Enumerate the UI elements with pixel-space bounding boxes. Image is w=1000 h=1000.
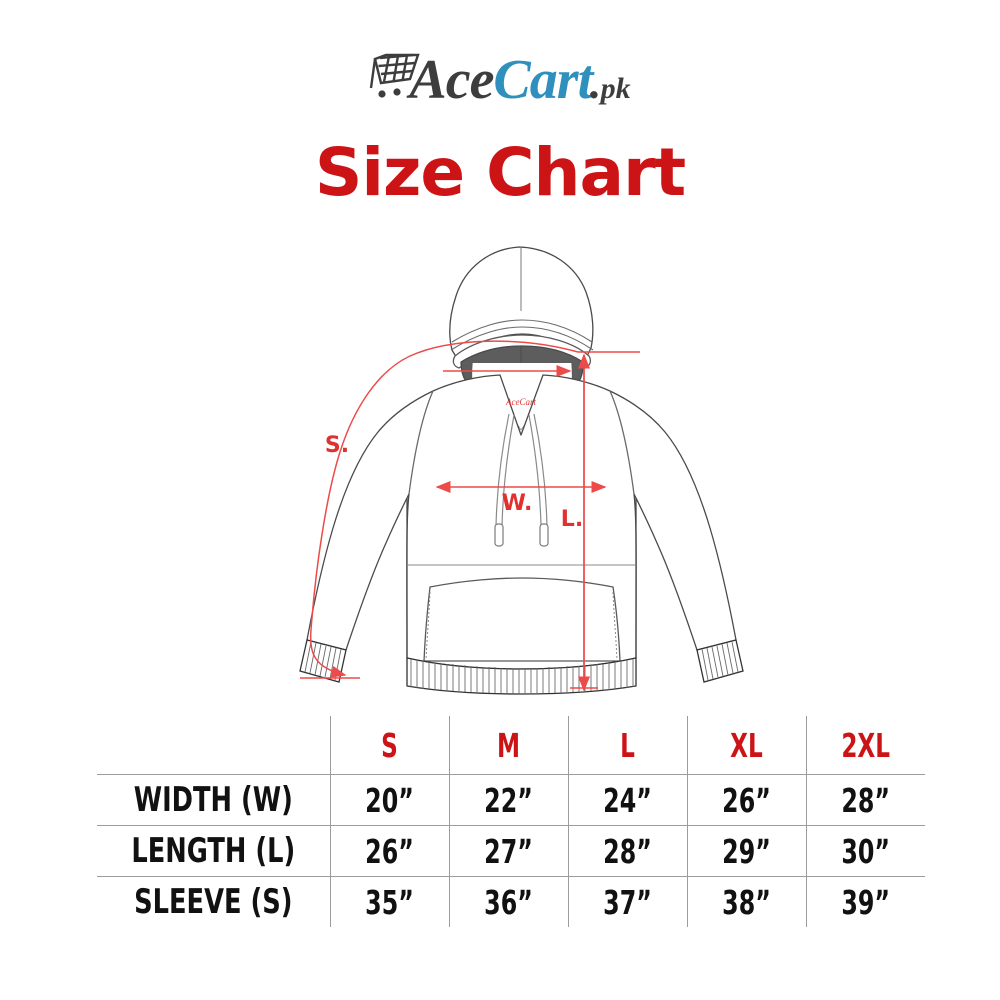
brand-tld: pk: [600, 72, 631, 105]
hoodie-illustration: AceCart S. W. L.: [0, 238, 1000, 708]
cell-width-s: 20”: [341, 774, 438, 826]
collar-script-logo: AceCart: [505, 397, 536, 407]
row-label-width: WIDTH (W): [115, 774, 312, 826]
cell-length-2xl: 30”: [817, 825, 914, 877]
cell-width-l: 24”: [579, 774, 676, 826]
table-header-m: M: [461, 716, 555, 775]
cell-width-xl: 26”: [698, 774, 795, 826]
table-corner-cell: [97, 716, 330, 775]
table-header-xl: XL: [699, 716, 793, 775]
row-label-sleeve: SLEEVE (S): [115, 876, 312, 927]
cell-sleeve-s: 35”: [341, 876, 438, 927]
brand-name-ace: Ace: [409, 49, 494, 111]
page-title: Size Chart: [314, 134, 686, 211]
size-table: S M L XL 2XL WIDTH (W) 20” 22” 24” 26” 2…: [97, 716, 925, 927]
cell-length-l: 28”: [579, 825, 676, 877]
label-width: W.: [502, 491, 533, 516]
table-row: LENGTH (L) 26” 27” 28” 29” 30”: [97, 825, 925, 877]
label-length: L.: [561, 507, 583, 532]
cell-sleeve-l: 37”: [579, 876, 676, 927]
cell-length-m: 27”: [460, 825, 557, 877]
table-header-l: L: [580, 716, 674, 775]
svg-text:AceCart: AceCart: [505, 397, 536, 407]
brand-name-cart: Cart: [493, 49, 593, 111]
shopping-cart-icon: [369, 52, 423, 102]
table-header-s: S: [342, 716, 436, 775]
table-row: WIDTH (W) 20” 22” 24” 26” 28”: [97, 774, 925, 826]
cell-sleeve-xl: 38”: [698, 876, 795, 927]
cell-length-s: 26”: [341, 825, 438, 877]
table-header-2xl: 2XL: [818, 716, 912, 775]
cell-sleeve-m: 36”: [460, 876, 557, 927]
table-row: SLEEVE (S) 35” 36” 37” 38” 39”: [97, 876, 925, 927]
brand-dot: .: [588, 57, 600, 108]
cell-width-2xl: 28”: [817, 774, 914, 826]
cell-sleeve-2xl: 39”: [817, 876, 914, 927]
cell-width-m: 22”: [460, 774, 557, 826]
cell-length-xl: 29”: [698, 825, 795, 877]
row-label-length: LENGTH (L): [115, 825, 312, 877]
label-sleeve: S.: [325, 433, 349, 458]
table-header-row: S M L XL 2XL: [97, 716, 925, 775]
brand-logo: Ace Cart. pk: [0, 44, 1000, 116]
